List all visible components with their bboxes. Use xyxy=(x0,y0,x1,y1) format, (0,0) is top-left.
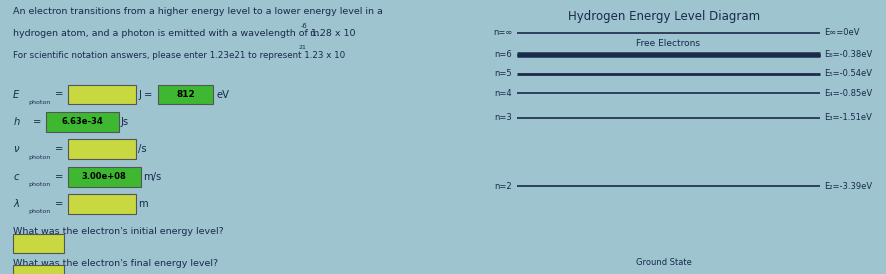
FancyBboxPatch shape xyxy=(68,139,136,159)
Text: n=2: n=2 xyxy=(494,182,511,191)
Text: photon: photon xyxy=(28,209,51,214)
FancyBboxPatch shape xyxy=(68,167,140,187)
Text: =: = xyxy=(55,90,63,99)
Text: E∞=0eV: E∞=0eV xyxy=(824,28,859,37)
Text: For scientific notation answers, please enter 1.23e21 to represent 1.23 x 10: For scientific notation answers, please … xyxy=(13,51,345,60)
Text: Free Electrons: Free Electrons xyxy=(635,39,700,48)
Text: J =: J = xyxy=(138,90,152,99)
Text: Hydrogen Energy Level Diagram: Hydrogen Energy Level Diagram xyxy=(567,10,759,22)
Text: Ground State: Ground State xyxy=(635,258,691,267)
Text: 3.00e+08: 3.00e+08 xyxy=(82,172,127,181)
FancyBboxPatch shape xyxy=(158,85,213,104)
Text: hydrogen atom, and a photon is emitted with a wavelength of 1.28 x 10: hydrogen atom, and a photon is emitted w… xyxy=(13,29,355,38)
FancyBboxPatch shape xyxy=(46,112,119,132)
Text: -6: -6 xyxy=(300,23,307,29)
Text: n=∞: n=∞ xyxy=(493,28,511,37)
Text: photon: photon xyxy=(28,100,51,105)
Text: c: c xyxy=(13,172,19,182)
Text: m.: m. xyxy=(307,29,323,38)
Text: E₆=-0.38eV: E₆=-0.38eV xyxy=(824,50,872,59)
Text: ν: ν xyxy=(13,144,19,154)
Text: eV: eV xyxy=(216,90,229,99)
Text: photon: photon xyxy=(28,182,51,187)
Text: E₃=-1.51eV: E₃=-1.51eV xyxy=(824,113,872,122)
Text: /s: /s xyxy=(138,144,147,154)
Text: E₂=-3.39eV: E₂=-3.39eV xyxy=(824,182,872,191)
Text: n=5: n=5 xyxy=(494,70,511,78)
Text: E₄=-0.85eV: E₄=-0.85eV xyxy=(824,89,872,98)
Text: 812: 812 xyxy=(176,90,195,99)
Text: n=4: n=4 xyxy=(494,89,511,98)
Text: n=6: n=6 xyxy=(494,50,511,59)
Text: h: h xyxy=(13,117,19,127)
Text: Js: Js xyxy=(120,117,128,127)
Text: m/s: m/s xyxy=(143,172,161,182)
Text: =: = xyxy=(33,117,42,127)
FancyBboxPatch shape xyxy=(68,194,136,214)
Text: =: = xyxy=(55,144,63,154)
Text: photon: photon xyxy=(28,155,51,159)
Text: m: m xyxy=(138,199,148,209)
FancyBboxPatch shape xyxy=(13,265,64,274)
Text: 6.63e-34: 6.63e-34 xyxy=(61,118,103,126)
Text: E₅=-0.54eV: E₅=-0.54eV xyxy=(824,70,872,78)
Text: What was the electron's final energy level?: What was the electron's final energy lev… xyxy=(13,259,218,267)
Text: 21: 21 xyxy=(299,45,306,50)
Text: n=3: n=3 xyxy=(494,113,511,122)
Text: E: E xyxy=(13,90,19,99)
Text: λ: λ xyxy=(13,199,19,209)
Text: An electron transitions from a higher energy level to a lower energy level in a: An electron transitions from a higher en… xyxy=(13,7,383,16)
Text: =: = xyxy=(55,172,63,182)
FancyBboxPatch shape xyxy=(13,233,64,253)
FancyBboxPatch shape xyxy=(68,85,136,104)
Text: =: = xyxy=(55,199,63,209)
Text: What was the electron's initial energy level?: What was the electron's initial energy l… xyxy=(13,227,223,236)
